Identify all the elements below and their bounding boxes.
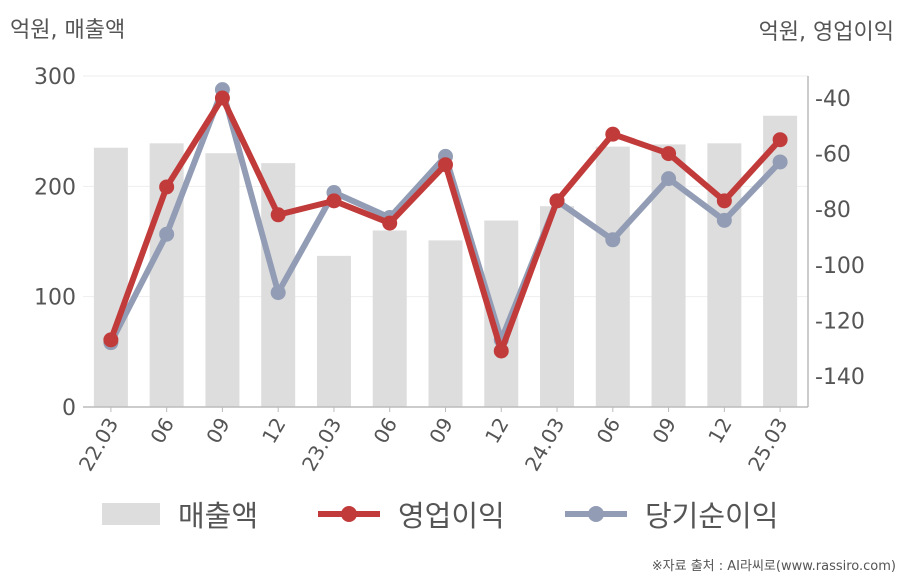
profit-lines [103,82,788,359]
right-tick-label: -100 [815,254,865,279]
revenue-bar [428,240,463,407]
operating-profit-point [661,146,677,162]
operating-profit-point [605,126,621,142]
net-income-point [605,232,621,248]
operating-profit-point [438,157,453,173]
operating-profit-point [493,343,509,359]
legend-swatch-operating-profit [318,503,380,525]
x-tick-label: 06 [592,414,626,448]
operating-profit-point [270,207,286,223]
operating-profit-point [326,193,342,209]
legend: 매출액 영업이익 당기순이익 [0,492,908,536]
net-income-point [661,171,677,187]
revenue-bar [372,230,407,407]
x-tick-label: 06 [369,414,403,448]
legend-item-revenue: 매출액 [102,492,258,536]
revenue-bar [205,153,240,407]
right-tick-label: -140 [815,365,865,390]
net-income-point [159,226,175,242]
left-tick-label: 200 [34,175,76,200]
operating-profit-point [382,215,398,231]
x-tick-label: 22.03 [74,414,123,476]
x-tick-label: 23.03 [297,414,346,476]
revenue-bar [316,255,351,407]
left-tick-label: 300 [34,65,76,90]
legend-label-operating-profit: 영업이익 [398,499,505,533]
x-tick-label: 06 [145,414,179,448]
revenue-bar [707,143,742,407]
source-note: ※자료 출처 : AI라씨로(www.rassiro.com) [651,559,896,574]
x-tick-label: 09 [424,414,458,448]
legend-swatch-revenue [102,503,160,525]
right-tick-label: -120 [815,309,865,334]
left-tick-label: 100 [34,286,76,311]
net-income-point [772,154,788,170]
left-axis-unit: 억원, 매출액 [10,18,126,43]
net-income-point [716,212,732,228]
operating-profit-point [772,132,788,148]
x-tick-label: 09 [647,414,681,448]
chart-area: 0 100 200 300 -40 -60 -80 -100 -120 -140 22.03 06 09… [34,65,865,476]
revenue-bar [93,147,128,407]
axes [83,76,809,412]
right-tick-label: -80 [815,198,851,223]
operating-profit-point [159,179,175,195]
legend-item-net-income: 당기순이익 [565,492,778,536]
x-tick-label: 24.03 [520,414,569,476]
x-tick-label: 25.03 [743,414,792,476]
operating-profit-point [716,193,732,209]
x-tick-label: 12 [257,414,291,448]
legend-swatch-net-income [565,503,627,525]
right-tick-label: -40 [815,87,851,112]
operating-profit-point [549,193,565,209]
operating-profit-point [214,90,230,106]
legend-label-revenue: 매출액 [178,499,259,533]
x-tick-label: 12 [703,414,737,448]
revenue-bar [595,146,630,407]
right-axis-unit: 억원, 영업이익 [758,20,894,45]
legend-label-net-income: 당기순이익 [645,499,779,533]
right-tick-label: -60 [815,143,851,168]
operating-profit-point [103,332,119,348]
net-income-point [270,285,286,301]
x-tick-label: 09 [201,414,235,448]
legend-item-operating-profit: 영업이익 [318,492,505,536]
left-tick-label: 0 [62,396,76,421]
x-tick-label: 12 [480,414,514,448]
